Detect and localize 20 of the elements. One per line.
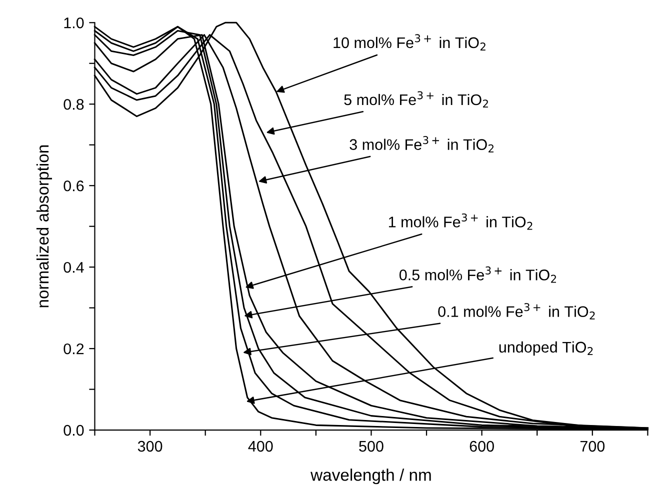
annotation: undoped TiO$_{2}$ <box>499 341 593 356</box>
annotation: 10 mol% Fe$^{3+}$ in TiO$_{2}$ <box>334 34 486 50</box>
x-tick-label: 500 <box>359 440 384 452</box>
annotation: 5 mol% Fe$^{3+}$ in TiO$_{2}$ <box>344 91 488 108</box>
x-tick-label: 300 <box>138 440 162 452</box>
annotation: 0.1 mol% Fe$^{3+}$ in TiO$_{2}$ <box>438 303 595 320</box>
annotation: 3 mol% Fe$^{3+}$ in TiO$_{2}$ <box>350 136 494 152</box>
y-tick-label: 0.6 <box>64 180 84 192</box>
x-axis-title: wavelength / nm <box>310 468 431 484</box>
y-axis-title: normalized absorption <box>36 145 52 308</box>
y-tick-label: 0.4 <box>64 262 84 273</box>
y-tick-label: 0.0 <box>64 424 84 436</box>
x-tick-label: 700 <box>580 440 605 452</box>
annotation: 0.5 mol% Fe$^{3+}$ in TiO$_{2}$ <box>399 266 556 283</box>
x-tick-label: 400 <box>248 440 273 452</box>
y-tick-label: 1.0 <box>64 18 84 28</box>
annotation: 1 mol% Fe$^{3+}$ in TiO$_{2}$ <box>388 213 532 230</box>
y-tick-label: 0.2 <box>64 343 84 354</box>
x-tick-label: 600 <box>470 440 494 452</box>
y-tick-label: 0.8 <box>64 98 84 110</box>
